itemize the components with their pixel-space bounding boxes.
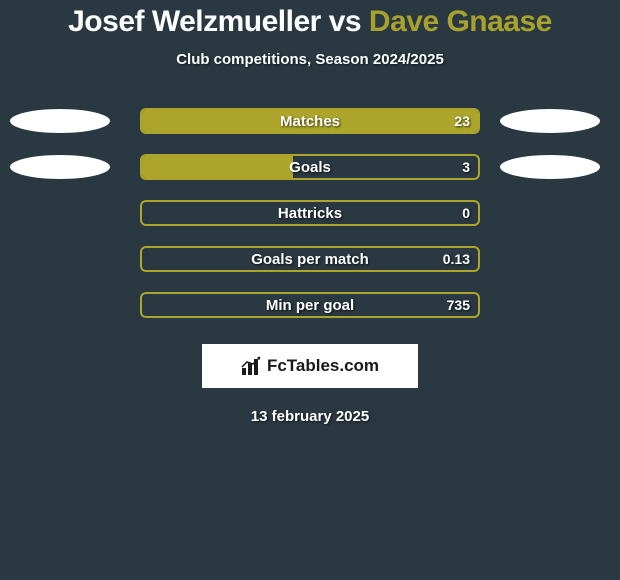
- bar-track: [140, 108, 480, 134]
- stat-row: Goals per match 0.13: [0, 246, 620, 272]
- title: Josef Welzmueller vs Dave Gnaase: [0, 5, 620, 39]
- bar-track: [140, 246, 480, 272]
- bar-track: [140, 292, 480, 318]
- left-ellipse: [10, 109, 110, 133]
- bar-track: [140, 154, 480, 180]
- left-ellipse: [10, 155, 110, 179]
- stat-row: Matches 23: [0, 108, 620, 134]
- player1-name: Josef Welzmueller: [68, 5, 321, 38]
- infographic-container: Josef Welzmueller vs Dave Gnaase Club co…: [0, 0, 620, 425]
- stat-value: 0: [462, 200, 470, 226]
- player2-name: Dave Gnaase: [369, 5, 552, 38]
- date-text: 13 february 2025: [0, 408, 620, 425]
- logo-box: FcTables.com: [202, 344, 418, 388]
- stat-value: 735: [447, 292, 470, 318]
- logo-text: FcTables.com: [267, 356, 379, 376]
- bar-chart-icon: [241, 356, 263, 376]
- right-ellipse: [500, 155, 600, 179]
- subtitle: Club competitions, Season 2024/2025: [0, 51, 620, 68]
- stats-rows: Matches 23 Goals 3 Hattricks 0: [0, 108, 620, 318]
- right-ellipse: [500, 109, 600, 133]
- logo-content: FcTables.com: [241, 356, 379, 376]
- stat-value: 3: [462, 154, 470, 180]
- stat-row: Hattricks 0: [0, 200, 620, 226]
- vs-text: vs: [329, 5, 361, 38]
- bar-track: [140, 200, 480, 226]
- stat-row: Goals 3: [0, 154, 620, 180]
- bar-fill: [142, 156, 293, 178]
- stat-row: Min per goal 735: [0, 292, 620, 318]
- bar-fill: [142, 110, 478, 132]
- stat-value: 23: [454, 108, 470, 134]
- stat-value: 0.13: [443, 246, 470, 272]
